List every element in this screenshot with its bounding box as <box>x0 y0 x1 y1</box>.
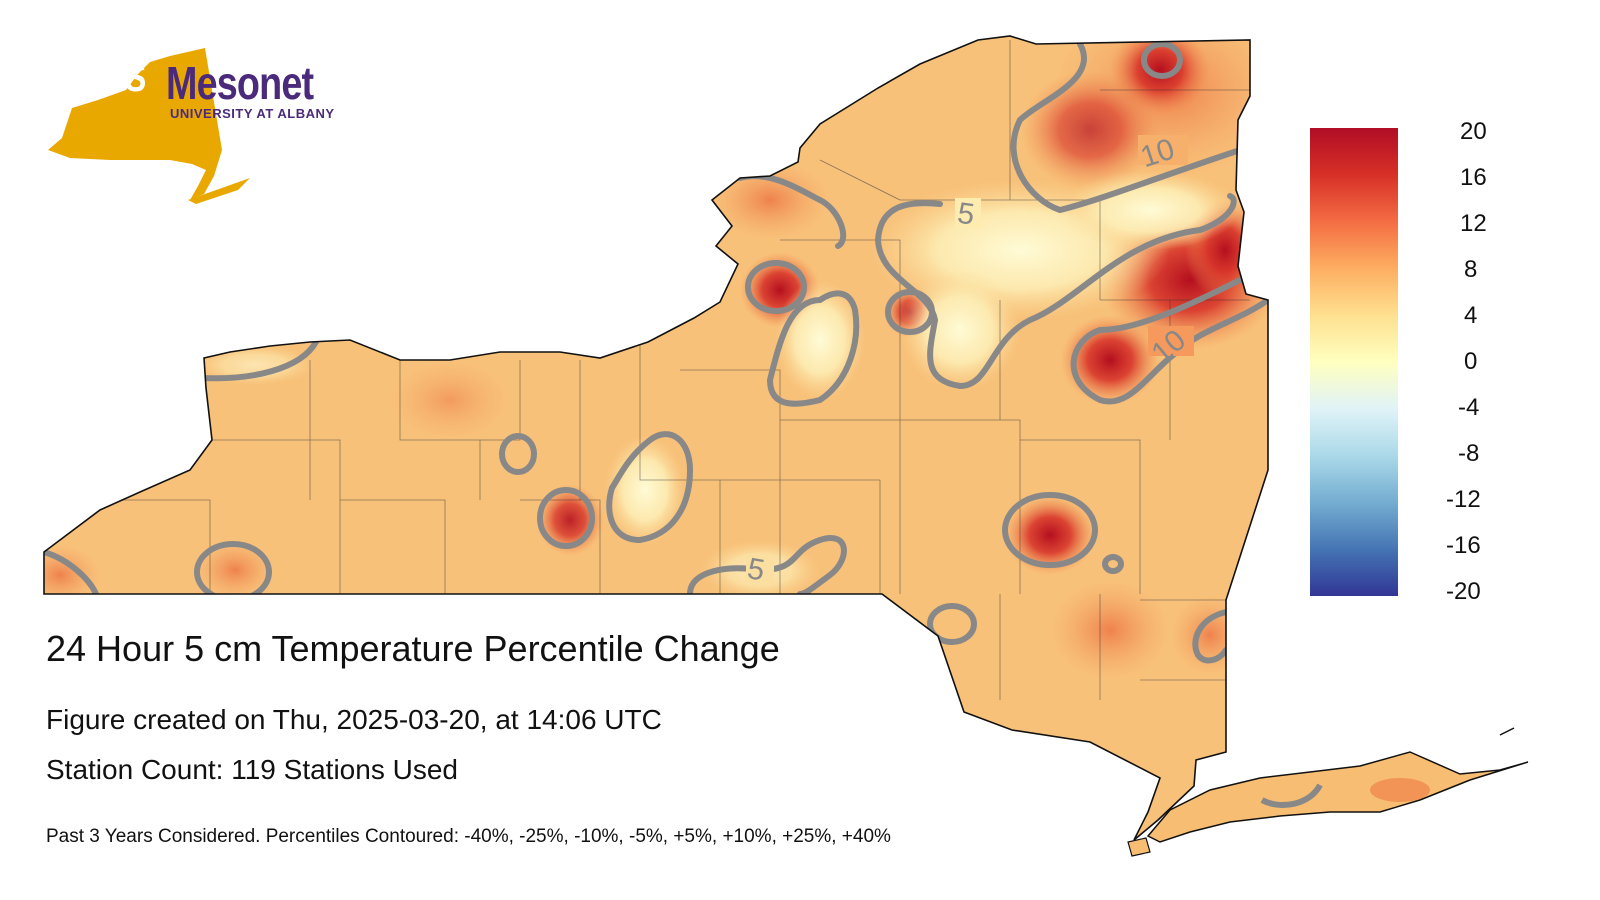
logo-mesonet-text: Mesonet <box>166 57 314 109</box>
colorbar-tick-label: 12 <box>1460 210 1487 237</box>
logo-subtitle: UNIVERSITY AT ALBANY <box>170 106 335 121</box>
created-timestamp: Figure created on Thu, 2025-03-20, at 14… <box>46 704 662 735</box>
colorbar-tick-label: 8 <box>1464 256 1478 283</box>
colorbar-tick-label: 0 <box>1464 348 1478 375</box>
nys-mesonet-logo <box>48 48 250 204</box>
county-boundaries <box>44 40 1250 700</box>
colorbar-tick-label: 4 <box>1464 302 1478 329</box>
footnote: Past 3 Years Considered. Percentiles Con… <box>46 826 891 847</box>
colorbar-tick-label: -4 <box>1458 394 1480 421</box>
logo-nys-text: NYS <box>82 56 146 100</box>
colorbar <box>1310 128 1398 596</box>
long-island <box>1127 727 1529 857</box>
colorbar-tick-label: -16 <box>1446 532 1481 559</box>
contour-label: 5 <box>955 197 976 232</box>
contour-label: 5 <box>745 552 767 587</box>
colorbar-tick-label: 20 <box>1460 118 1487 145</box>
figure-title: 24 Hour 5 cm Temperature Percentile Chan… <box>46 628 780 669</box>
contour-lines <box>44 41 1268 664</box>
colorbar-tick-label: -12 <box>1446 486 1481 513</box>
station-count: Station Count: 119 Stations Used <box>46 754 458 785</box>
colorbar-tick-label: -20 <box>1446 578 1481 605</box>
colorbar-tick-label: -8 <box>1458 440 1480 467</box>
nys-state-shape <box>48 48 222 200</box>
colorbar-gradient <box>1310 128 1398 596</box>
colorbar-tick-label: 16 <box>1460 164 1487 191</box>
